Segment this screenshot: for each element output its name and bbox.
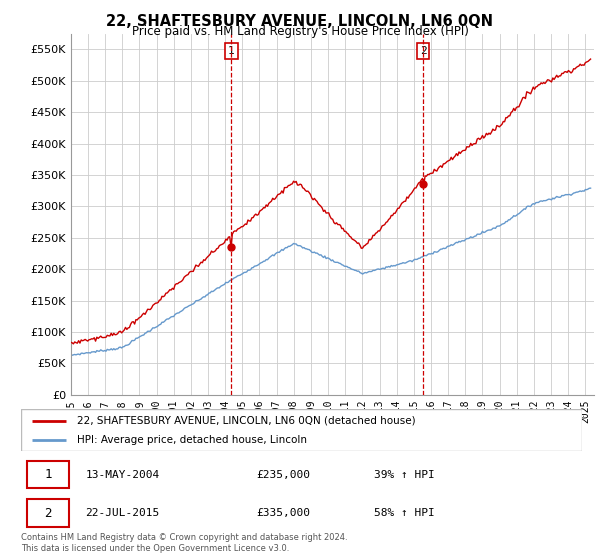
- Text: Contains HM Land Registry data © Crown copyright and database right 2024.: Contains HM Land Registry data © Crown c…: [21, 533, 347, 542]
- Text: Price paid vs. HM Land Registry's House Price Index (HPI): Price paid vs. HM Land Registry's House …: [131, 25, 469, 38]
- Text: 58% ↑ HPI: 58% ↑ HPI: [374, 508, 435, 518]
- Text: HPI: Average price, detached house, Lincoln: HPI: Average price, detached house, Linc…: [77, 435, 307, 445]
- Text: This data is licensed under the Open Government Licence v3.0.: This data is licensed under the Open Gov…: [21, 544, 289, 553]
- Text: 2: 2: [420, 46, 427, 56]
- Text: £335,000: £335,000: [257, 508, 311, 518]
- Text: 13-MAY-2004: 13-MAY-2004: [86, 470, 160, 479]
- Text: 22, SHAFTESBURY AVENUE, LINCOLN, LN6 0QN: 22, SHAFTESBURY AVENUE, LINCOLN, LN6 0QN: [107, 14, 493, 29]
- FancyBboxPatch shape: [26, 500, 68, 527]
- Text: 1: 1: [228, 46, 235, 56]
- Text: 39% ↑ HPI: 39% ↑ HPI: [374, 470, 435, 479]
- Text: 22-JUL-2015: 22-JUL-2015: [86, 508, 160, 518]
- Text: 22, SHAFTESBURY AVENUE, LINCOLN, LN6 0QN (detached house): 22, SHAFTESBURY AVENUE, LINCOLN, LN6 0QN…: [77, 416, 416, 426]
- FancyBboxPatch shape: [26, 461, 68, 488]
- Text: 1: 1: [44, 468, 52, 481]
- Text: £235,000: £235,000: [257, 470, 311, 479]
- Text: 2: 2: [44, 507, 52, 520]
- FancyBboxPatch shape: [21, 409, 582, 451]
